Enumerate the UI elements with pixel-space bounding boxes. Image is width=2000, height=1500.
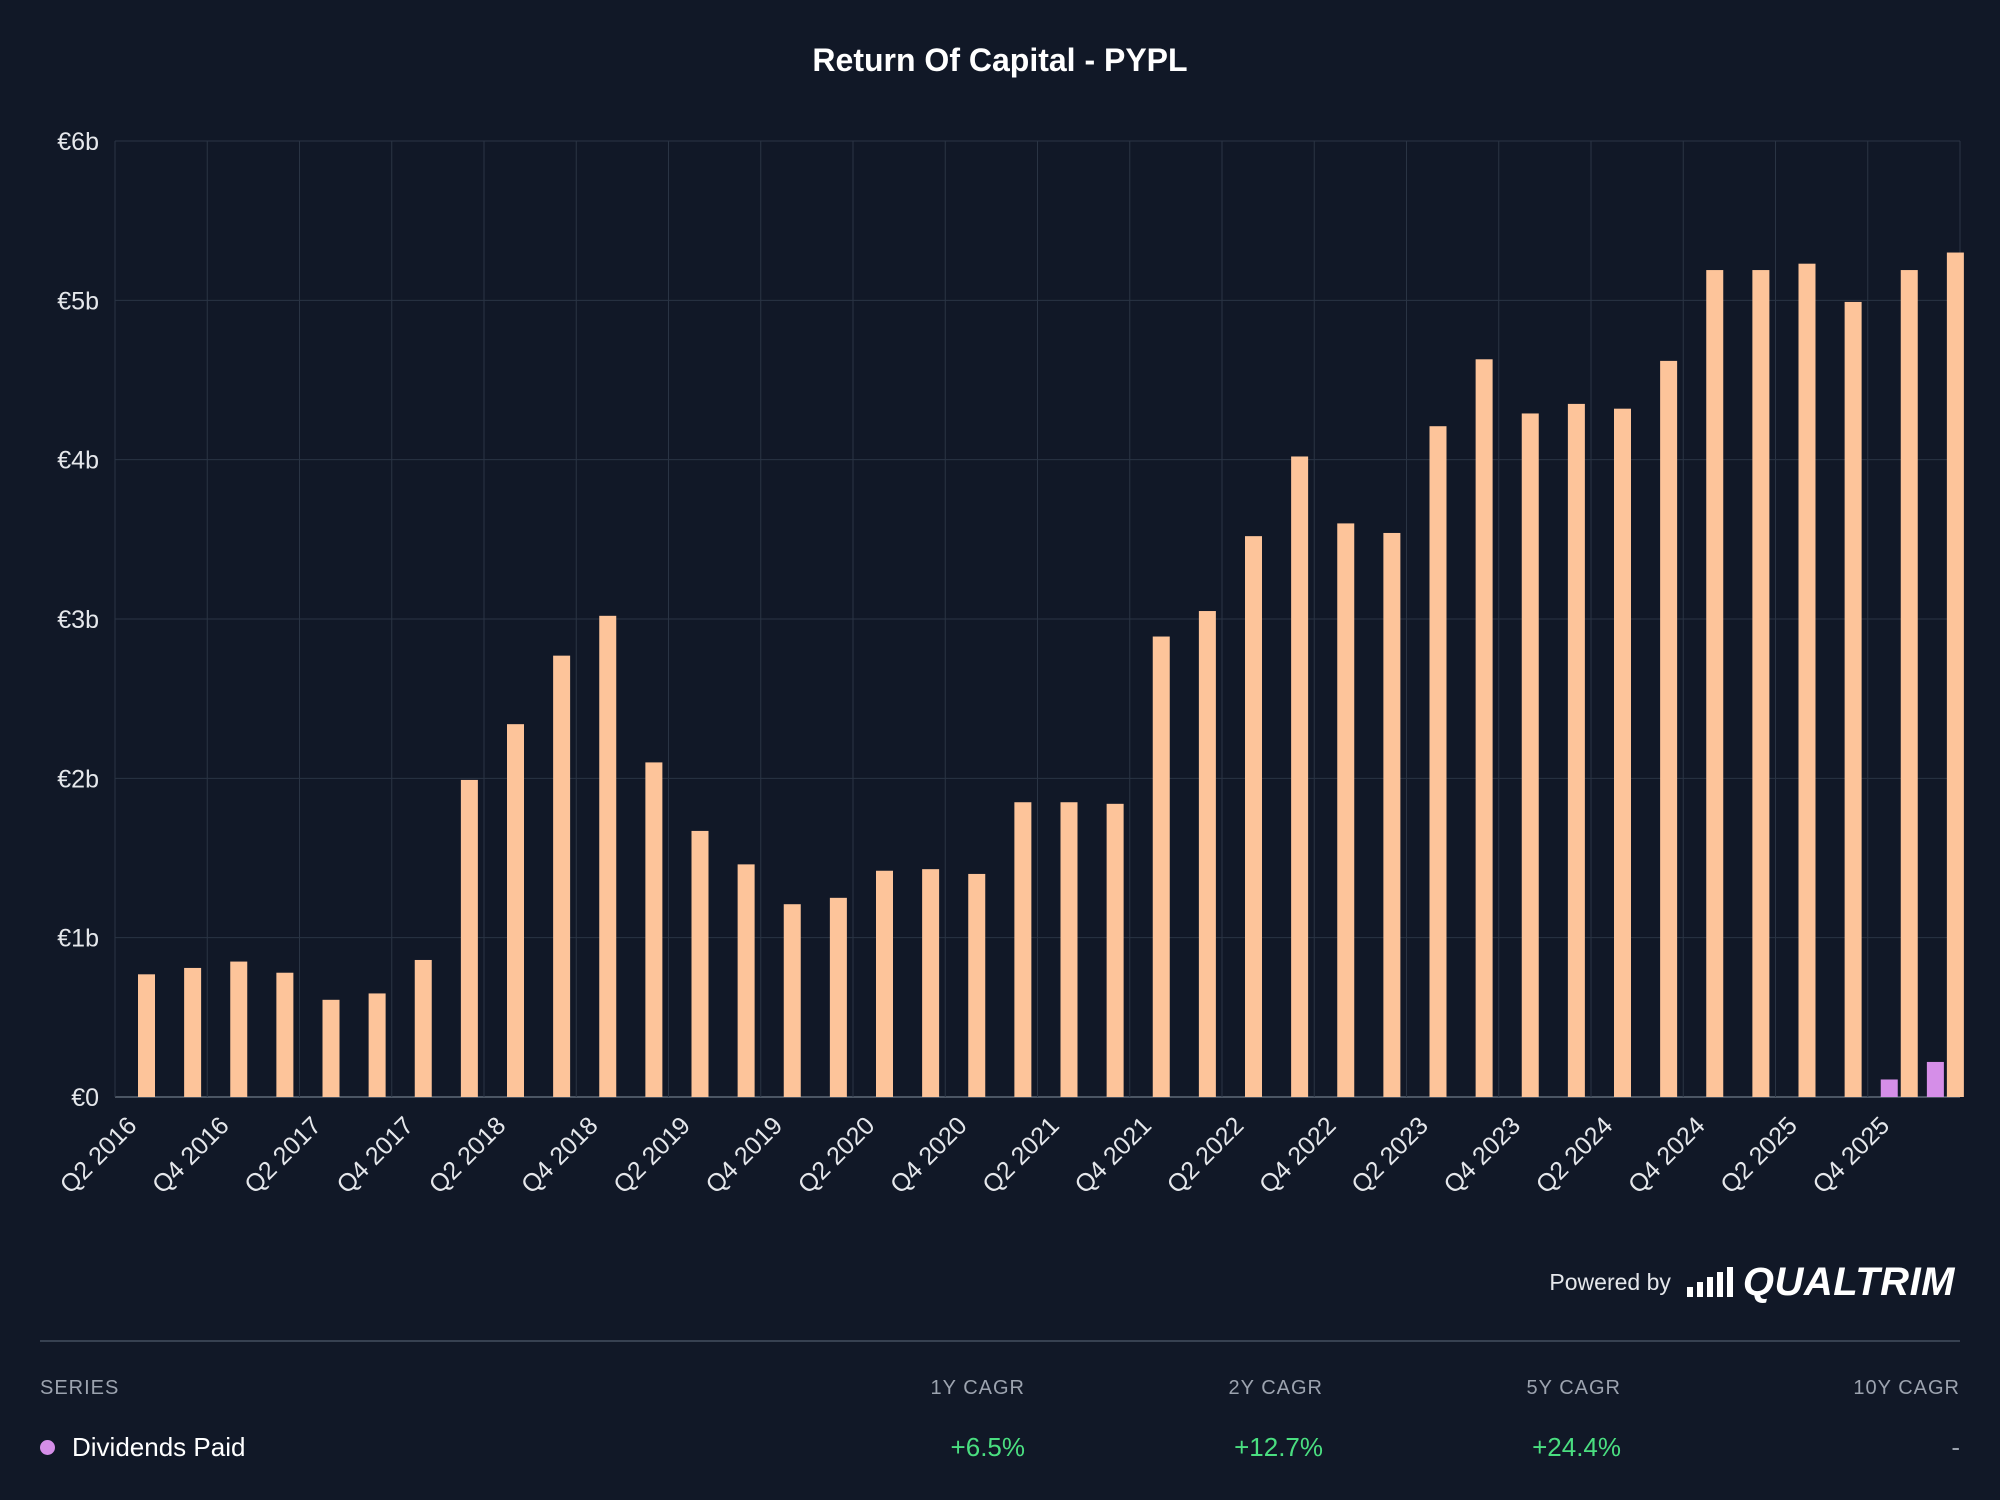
header-10y-cagr: 10Y CAGR bbox=[1853, 1377, 1960, 1399]
x-tick-label: Q4 2020 bbox=[885, 1111, 973, 1199]
table-header: SERIES 1Y CAGR 2Y CAGR 5Y CAGR 10Y CAGR bbox=[40, 1377, 1960, 1407]
bar-group bbox=[138, 252, 1964, 1098]
y-tick-label: €1b bbox=[57, 925, 99, 953]
bar-chart: €0€1b€2b€3b€4b€5b€6b Q2 2016 Q4 2016 Q2 20… bbox=[55, 128, 1964, 1199]
bar-return-of-capital[interactable] bbox=[1291, 456, 1309, 1098]
powered-by-label: Powered by bbox=[1549, 1268, 1671, 1295]
x-tick-label: Q2 2016 bbox=[55, 1111, 143, 1199]
bar-return-of-capital[interactable] bbox=[322, 999, 340, 1097]
bar-return-of-capital[interactable] bbox=[1429, 426, 1447, 1097]
bar-return-of-capital[interactable] bbox=[138, 974, 155, 1097]
bar-return-of-capital[interactable] bbox=[276, 972, 294, 1097]
bar-return-of-capital[interactable] bbox=[691, 830, 709, 1097]
x-tick-label: Q4 2025 bbox=[1807, 1111, 1895, 1199]
y-tick-label: €2b bbox=[57, 765, 99, 793]
x-axis-ticks: Q2 2016 Q4 2016 Q2 2017 Q4 2017 Q2 2018 Q4 20… bbox=[55, 1111, 1895, 1199]
bar-return-of-capital[interactable] bbox=[645, 762, 663, 1097]
table-divider bbox=[40, 1340, 1960, 1342]
x-tick-label: Q2 2018 bbox=[424, 1111, 512, 1199]
cagr-10y-value: - bbox=[1951, 1432, 1960, 1462]
header-1y-cagr: 1Y CAGR bbox=[930, 1377, 1025, 1399]
bars-logo-icon bbox=[1686, 1267, 1733, 1297]
y-axis-ticks: €0 €1b €2b €3b €4b €5b €6b bbox=[57, 128, 99, 1112]
bar-return-of-capital[interactable] bbox=[1752, 270, 1770, 1097]
y-tick-label: €3b bbox=[57, 606, 99, 634]
grid-lines bbox=[114, 140, 1961, 1098]
x-tick-label: Q4 2017 bbox=[331, 1111, 419, 1199]
bar-return-of-capital[interactable] bbox=[1337, 523, 1355, 1097]
chart-title: Return Of Capital - PYPL bbox=[812, 42, 1188, 78]
table-row[interactable]: Dividends Paid +6.5% +12.7% +24.4% - bbox=[40, 1432, 1960, 1468]
x-tick-label: Q4 2016 bbox=[147, 1111, 235, 1199]
x-tick-label: Q4 2021 bbox=[1069, 1111, 1157, 1199]
y-tick-label: €6b bbox=[57, 128, 99, 156]
x-tick-label: Q2 2020 bbox=[793, 1111, 881, 1199]
bar-return-of-capital[interactable] bbox=[507, 724, 524, 1097]
cagr-1y-value: +6.5% bbox=[950, 1432, 1025, 1462]
bar-return-of-capital[interactable] bbox=[414, 959, 432, 1097]
x-tick-label: Q2 2017 bbox=[239, 1111, 327, 1199]
bar-return-of-capital[interactable] bbox=[230, 961, 248, 1097]
x-tick-label: Q2 2024 bbox=[1531, 1111, 1619, 1199]
y-tick-label: €4b bbox=[57, 447, 99, 475]
bar-return-of-capital[interactable] bbox=[1900, 270, 1918, 1097]
bar-return-of-capital[interactable] bbox=[1152, 636, 1170, 1097]
bar-return-of-capital[interactable] bbox=[1660, 360, 1678, 1097]
bar-return-of-capital[interactable] bbox=[922, 869, 940, 1097]
x-tick-label: Q2 2021 bbox=[977, 1111, 1065, 1199]
bar-return-of-capital[interactable] bbox=[1567, 403, 1585, 1097]
header-2y-cagr: 2Y CAGR bbox=[1228, 1377, 1323, 1399]
bar-return-of-capital[interactable] bbox=[968, 873, 986, 1097]
series-cell: Dividends Paid bbox=[40, 1432, 245, 1463]
x-tick-label: Q4 2024 bbox=[1623, 1111, 1711, 1199]
bar-return-of-capital[interactable] bbox=[460, 779, 478, 1097]
x-tick-label: Q4 2023 bbox=[1438, 1111, 1526, 1199]
x-tick-label: Q2 2019 bbox=[608, 1111, 696, 1199]
x-tick-label: Q2 2023 bbox=[1346, 1111, 1434, 1199]
bar-return-of-capital[interactable] bbox=[1614, 408, 1631, 1097]
qualtrim-logo[interactable]: QUALTRIM bbox=[1686, 1259, 1955, 1305]
legend-dot-icon bbox=[40, 1439, 55, 1455]
bar-return-of-capital[interactable] bbox=[876, 870, 893, 1097]
bar-return-of-capital[interactable] bbox=[1198, 611, 1216, 1097]
powered-by[interactable]: Powered by QUALTRIM bbox=[1549, 1259, 1955, 1305]
cagr-2y-value: +12.7% bbox=[1234, 1432, 1323, 1462]
bar-return-of-capital[interactable] bbox=[1706, 270, 1724, 1097]
bar-return-of-capital[interactable] bbox=[737, 864, 755, 1097]
bar-return-of-capital[interactable] bbox=[1521, 413, 1539, 1098]
bar-return-of-capital[interactable] bbox=[1383, 532, 1401, 1097]
cagr-5y-value: +24.4% bbox=[1532, 1432, 1621, 1462]
bar-return-of-capital[interactable] bbox=[783, 904, 801, 1097]
bar-return-of-capital[interactable] bbox=[1475, 359, 1493, 1098]
bar-return-of-capital[interactable] bbox=[184, 967, 202, 1097]
bar-return-of-capital[interactable] bbox=[1798, 263, 1816, 1098]
bar-return-of-capital[interactable] bbox=[829, 897, 847, 1097]
x-tick-label: Q4 2018 bbox=[516, 1111, 604, 1199]
bar-dividends-paid[interactable] bbox=[1926, 1061, 1944, 1097]
bar-dividends-paid[interactable] bbox=[1880, 1079, 1898, 1097]
bar-return-of-capital[interactable] bbox=[1014, 802, 1032, 1097]
bar-return-of-capital[interactable] bbox=[1245, 536, 1262, 1097]
x-tick-label: Q4 2022 bbox=[1254, 1111, 1342, 1199]
y-tick-label: €5b bbox=[57, 287, 99, 315]
series-name: Dividends Paid bbox=[72, 1432, 246, 1462]
bar-return-of-capital[interactable] bbox=[1946, 252, 1964, 1098]
bar-return-of-capital[interactable] bbox=[599, 615, 617, 1097]
bar-return-of-capital[interactable] bbox=[1844, 301, 1862, 1098]
header-5y-cagr: 5Y CAGR bbox=[1526, 1377, 1621, 1399]
bar-return-of-capital[interactable] bbox=[1060, 802, 1078, 1097]
bar-return-of-capital[interactable] bbox=[553, 655, 571, 1097]
brand-name: QUALTRIM bbox=[1742, 1259, 1955, 1304]
bar-return-of-capital[interactable] bbox=[368, 993, 386, 1097]
x-tick-label: Q2 2025 bbox=[1715, 1111, 1803, 1199]
header-series: SERIES bbox=[40, 1377, 120, 1399]
y-tick-label: €0 bbox=[71, 1084, 99, 1112]
x-tick-label: Q2 2022 bbox=[1162, 1111, 1250, 1199]
x-tick-label: Q4 2019 bbox=[700, 1111, 788, 1199]
bar-return-of-capital[interactable] bbox=[1106, 803, 1124, 1097]
